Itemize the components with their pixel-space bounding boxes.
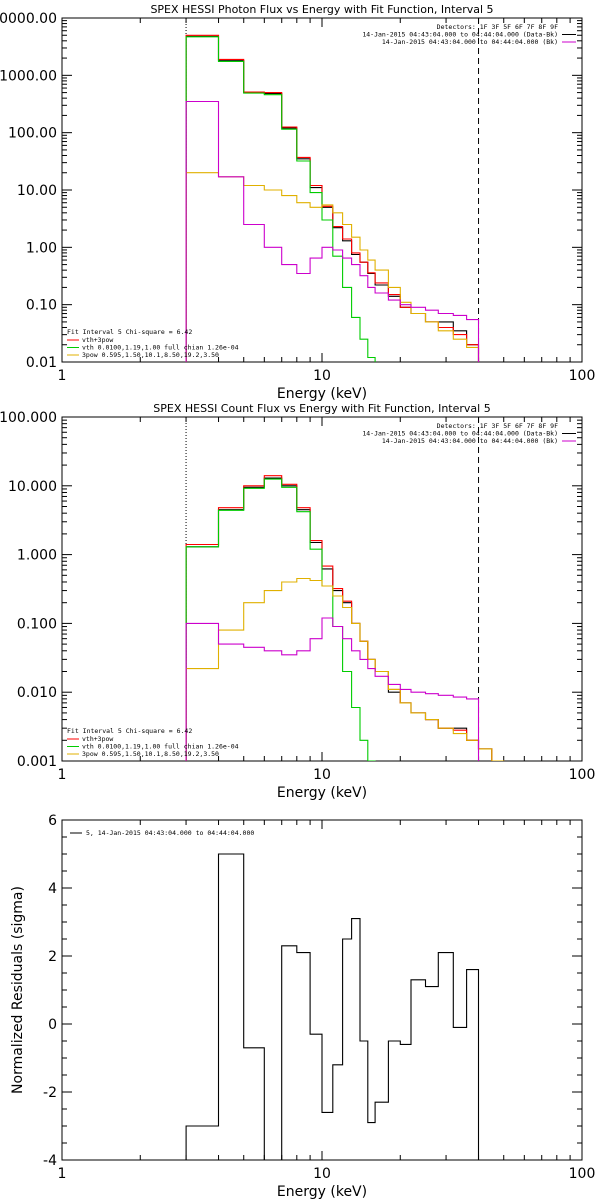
y-tick-label: 10.000 [8,479,57,495]
y-tick-label: 0.01 [26,355,57,371]
residuals-chart: 1 10 100 Energy (keV) -4 -2 0 2 4 6 Normalized Res… [10,813,595,1200]
y-tick-label: 0.100 [17,616,57,632]
legend-bottom-title: Fit Interval 5 Chi-square = 6.42 [67,328,192,336]
y-tick-label: -2 [43,1085,57,1101]
y-tick-label: 4 [48,881,57,897]
data-layer [185,853,480,1160]
legend-top-text: Detectors: 1F 3F 5F 6F 7F 8F 9F [437,23,558,31]
series-data-bk [185,477,505,761]
x-tick-label: 1 [58,1166,67,1182]
legend-bottom-text: vth 0.0100,1.19,1.00 full chian 1.26e-04 [82,344,239,352]
y-tick-label: 10.00 [17,183,57,199]
y-tick-label: 1000.00 [0,68,57,84]
x-tick-label: 1 [58,767,67,783]
legend-top-text: 14-Jan-2015 04:43:04.000 to 04:44:04.000… [382,437,558,445]
legend-top-text: 14-Jan-2015 04:43:04.000 to 04:44:04.000… [362,31,558,39]
legend-bottom-text: vth+3pow [82,336,113,344]
y-tick-label: 100.00 [8,126,57,142]
chart-title: SPEX HESSI Photon Flux vs Energy with Fi… [150,3,493,16]
x-tick-label: 100 [569,1166,596,1182]
x-tick-label: 100 [569,368,596,384]
x-tick-label: 10 [313,368,331,384]
x-tick-label: 10 [313,767,331,783]
x-axis-label: Energy (keV) [277,1184,367,1200]
y-tick-label: 1.000 [17,548,57,564]
x-axis-label: Energy (keV) [277,785,367,801]
series-vth [185,36,376,362]
legend-bottom-text: 3pow 0.595,1.50,10.1,8.50,19.2,3.50 [82,351,219,359]
plot-frame [61,416,583,762]
chart-title: SPEX HESSI Count Flux vs Energy with Fit… [153,402,490,415]
x-tick-label: 100 [569,767,596,783]
legend-bottom-title: Fit Interval 5 Chi-square = 6.42 [67,727,192,735]
series-vth-3pow [185,475,505,761]
legend-top-text: Detectors: 1F 3F 5F 6F 7F 8F 9F [437,422,558,430]
series-5-14-jan-2015-04-43-04-000-to-04-44-04-000 [185,853,480,1160]
y-tick-label: -4 [43,1153,57,1169]
x-axis-label: Energy (keV) [277,386,367,402]
y-tick-label: 100.000 [0,410,57,426]
data-layer [185,417,505,761]
series-vth [185,478,376,761]
legend-bottom-text: vth+3pow [82,735,113,743]
series-bk [185,617,480,761]
legend-bottom-text: vth 0.0100,1.19,1.00 full chian 1.26e-04 [82,743,239,751]
legend-top-text: 14-Jan-2015 04:43:04.000 to 04:44:04.000… [382,38,558,46]
y-tick-label: 2 [48,949,57,965]
y-tick-label: 6 [48,813,57,829]
photon-flux-chart: SPEX HESSI Photon Flux vs Energy with Fi… [0,3,595,402]
y-tick-label: 0.10 [26,298,57,314]
x-tick-label: 1 [58,368,67,384]
legend-bottom-text: 3pow 0.595,1.50,10.1,8.50,19.2,3.50 [82,750,219,758]
y-tick-label: 0 [48,1017,57,1033]
series-3pow [185,172,480,362]
legend-top-text: 14-Jan-2015 04:43:04.000 to 04:44:04.000… [362,430,558,438]
y-tick-label: 10000.00 [0,11,57,27]
y-axis-label: Normalized Residuals (sigma) [10,886,26,1094]
legend-top-text: 5, 14-Jan-2015 04:43:04.000 to 04:44:04.… [86,829,254,837]
data-layer [185,18,480,362]
series-3pow [185,577,505,761]
x-tick-label: 10 [313,1166,331,1182]
y-tick-label: 1.00 [26,240,57,256]
series-bk [185,100,480,362]
count-flux-chart: SPEX HESSI Count Flux vs Energy with Fit… [0,402,595,801]
y-tick-label: 0.010 [17,685,57,701]
y-tick-label: 0.001 [17,754,57,770]
